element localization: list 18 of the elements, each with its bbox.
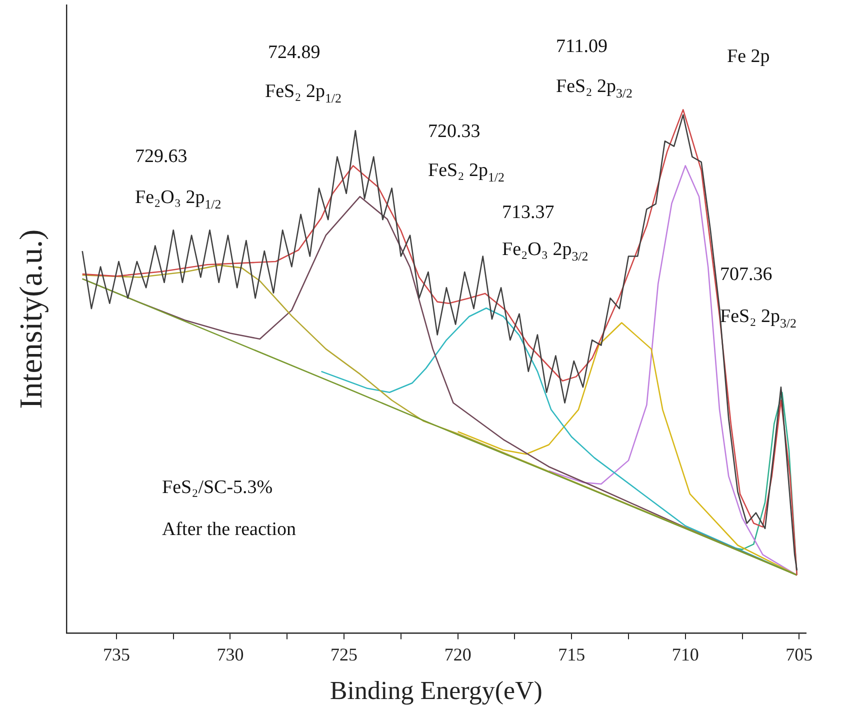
annotation: After the reaction — [162, 519, 296, 540]
x-tick-label: 725 — [330, 644, 358, 665]
annotation: 729.63 — [135, 146, 188, 167]
text: Fe 2p — [727, 46, 770, 67]
x-tick-label: 715 — [558, 644, 586, 665]
x-tick-label: 710 — [672, 644, 699, 665]
annotation: 707.36 — [720, 264, 772, 285]
text: 724.89 — [268, 42, 320, 63]
x-axis-title: Binding Energy(eV) — [330, 676, 542, 706]
y-axis-title: Intensity(a.u.) — [12, 229, 49, 409]
x-tick-label: 720 — [444, 644, 472, 665]
x-tick-label: 730 — [216, 644, 244, 665]
annotation: 720.33 — [428, 121, 480, 142]
x-tick-label: 705 — [786, 644, 813, 665]
text: 711.09 — [556, 36, 608, 57]
x-tick-label: 735 — [102, 644, 130, 665]
annotation: FeS₂/SC-5.3% — [162, 477, 273, 498]
annotation: 713.37 — [502, 202, 554, 223]
